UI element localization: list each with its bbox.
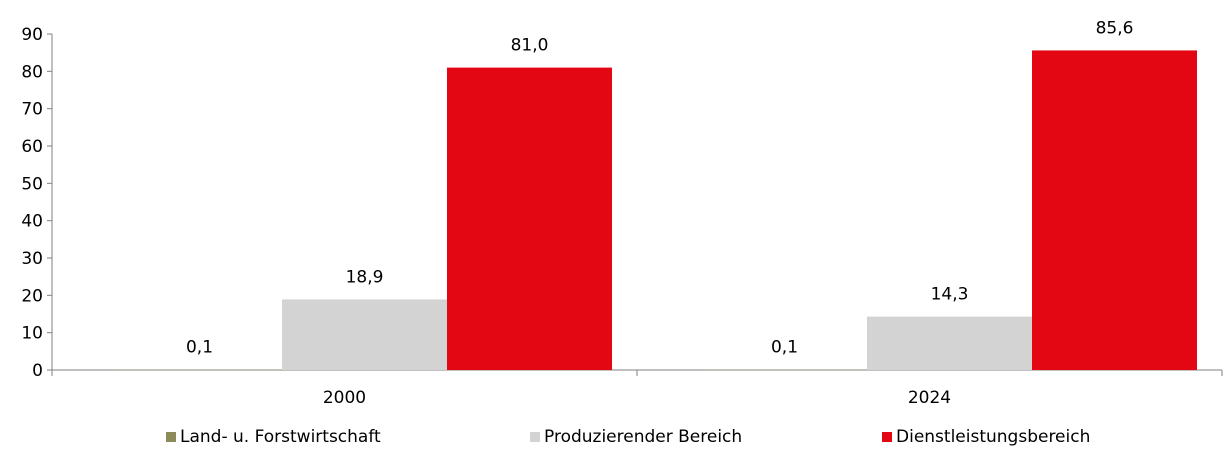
- legend-label-dienstleistungsbereich: Dienstleistungsbereich: [896, 427, 1091, 447]
- legend-label-produzierender-bereich: Produzierender Bereich: [544, 427, 743, 447]
- legend: Land- u. Forstwirtschaft Produzierender …: [0, 425, 1224, 453]
- data-label: 18,9: [346, 267, 384, 287]
- y-tick-label: 0: [32, 361, 43, 381]
- legend-item-produzierender-bereich: Produzierender Bereich: [530, 427, 742, 447]
- y-tick-label: 10: [21, 324, 43, 344]
- x-tick-label: 2000: [323, 388, 366, 408]
- bar-chart: 0 10 20 30 40 50 60 70 80 90 0,1 18,9 81,0 2000 0,1 14,…: [21, 18, 1223, 408]
- y-tick-label: 80: [21, 62, 43, 82]
- y-tick-label: 30: [21, 249, 43, 269]
- data-label: 81,0: [511, 36, 549, 56]
- y-tick-label: 50: [21, 174, 43, 194]
- legend-swatch-land-forstwirtschaft: [166, 432, 176, 442]
- y-tick-label: 90: [21, 25, 43, 45]
- data-label: 0,1: [771, 338, 798, 358]
- bar: [282, 299, 447, 370]
- y-tick-label: 70: [21, 100, 43, 120]
- legend-swatch-dienstleistungsbereich: [882, 432, 892, 442]
- legend-label-land-forstwirtschaft: Land- u. Forstwirtschaft: [180, 427, 381, 447]
- bar: [447, 67, 612, 370]
- y-tick-label: 60: [21, 137, 43, 157]
- data-label: 14,3: [931, 285, 969, 305]
- data-label: 0,1: [186, 338, 213, 358]
- y-tick-label: 20: [21, 286, 43, 306]
- legend-item-land-forstwirtschaft: Land- u. Forstwirtschaft: [166, 427, 381, 447]
- legend-swatch-produzierender-bereich: [530, 432, 540, 442]
- bar: [1032, 50, 1197, 370]
- y-tick-label: 40: [21, 212, 43, 232]
- bar: [867, 316, 1032, 370]
- data-label: 85,6: [1096, 18, 1134, 38]
- x-tick-label: 2024: [908, 388, 951, 408]
- legend-item-dienstleistungsbereich: Dienstleistungsbereich: [882, 427, 1090, 447]
